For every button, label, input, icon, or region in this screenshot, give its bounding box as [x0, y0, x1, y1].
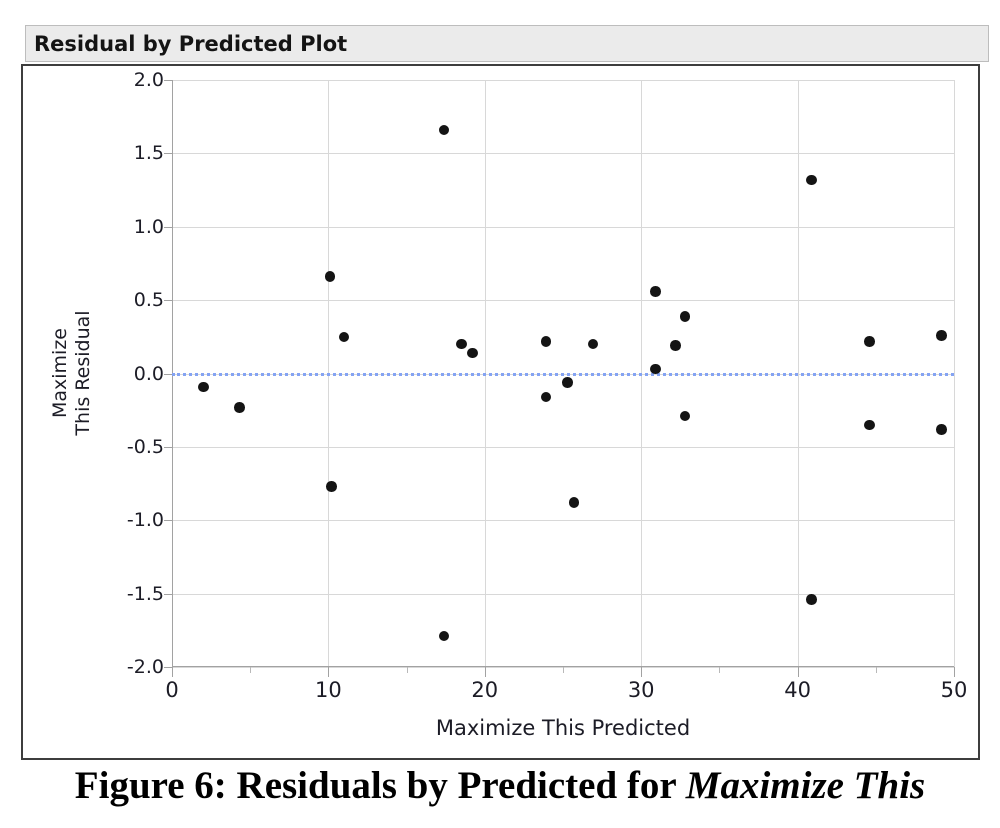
y-axis-tick-label: -0.5 — [126, 435, 164, 458]
data-point[interactable] — [234, 402, 245, 413]
data-point[interactable] — [806, 174, 817, 186]
y-axis-tick-mark — [164, 667, 172, 668]
x-axis-minor-tick-mark — [563, 667, 564, 673]
data-point[interactable] — [456, 338, 467, 350]
x-axis-tick-label: 30 — [627, 678, 655, 702]
data-point[interactable] — [198, 381, 209, 392]
y-axis-tick-label: 1.0 — [133, 215, 164, 238]
grid-line-horizontal — [172, 226, 954, 228]
grid-line-horizontal — [172, 300, 954, 302]
x-axis-tick-label: 40 — [784, 678, 811, 702]
data-point[interactable] — [679, 311, 691, 322]
y-axis-tick-mark — [164, 446, 172, 448]
plot-frame: 2.0 1.5 1.0 0.5 0.0 -0.5 -1.0 -1.5 -2.0 0 10 20 30 40… — [21, 64, 980, 760]
x-axis-tick-label: 10 — [315, 678, 342, 702]
x-axis-minor-tick-mark — [250, 667, 252, 673]
data-point[interactable] — [864, 336, 875, 347]
x-axis-tick-mark — [484, 667, 486, 677]
x-axis-tick-label: 20 — [471, 678, 499, 702]
x-axis-tick-label: 0 — [165, 678, 179, 702]
grid-line-horizontal — [172, 153, 954, 155]
x-axis-tick-mark — [954, 667, 955, 677]
data-point[interactable] — [936, 424, 947, 435]
data-point[interactable] — [438, 630, 450, 642]
x-axis-title: Maximize This Predicted — [435, 716, 691, 740]
y-axis-tick-mark — [164, 593, 172, 595]
x-axis-tick-mark — [172, 667, 173, 677]
grid-line-vertical — [954, 80, 955, 667]
data-point[interactable] — [936, 330, 947, 341]
grid-line-horizontal — [172, 446, 954, 448]
data-point[interactable] — [587, 338, 599, 350]
data-point[interactable] — [438, 124, 450, 136]
x-axis-tick-mark — [641, 667, 643, 677]
data-point[interactable] — [324, 271, 336, 282]
y-axis-tick-label: -1.5 — [126, 582, 164, 605]
y-axis-tick-mark — [164, 300, 172, 302]
x-axis-tick-label: 50 — [940, 678, 968, 702]
data-point[interactable] — [864, 419, 875, 431]
data-point[interactable] — [326, 481, 337, 492]
y-axis-tick-label: 0.0 — [133, 362, 164, 385]
x-axis-minor-tick-mark — [719, 667, 721, 673]
y-axis-tick-mark — [164, 153, 172, 155]
y-axis-tick-label: 1.5 — [133, 142, 164, 165]
outline-title-bar[interactable]: Residual by Predicted Plot — [25, 25, 989, 62]
data-point[interactable] — [540, 391, 552, 403]
data-point[interactable] — [670, 340, 681, 351]
data-point[interactable] — [562, 377, 573, 388]
x-axis-minor-tick-mark — [406, 667, 408, 673]
y-axis-tick-mark — [164, 373, 172, 375]
data-point[interactable] — [338, 331, 350, 343]
x-axis-minor-tick-mark — [875, 667, 877, 673]
data-point[interactable] — [650, 363, 661, 375]
y-axis-tick-mark — [164, 226, 172, 228]
caption-emphasis: Maximize This — [685, 764, 926, 807]
grid-line-horizontal — [172, 80, 954, 81]
data-point[interactable] — [806, 594, 817, 605]
figure-caption: Figure 6: Residuals by Predicted for Max… — [0, 763, 1000, 808]
y-axis-tick-label: 0.5 — [133, 289, 164, 312]
plot-title: Residual by Predicted Plot — [34, 31, 348, 56]
data-point[interactable] — [540, 336, 552, 347]
y-axis-title-line1: Maximize — [49, 328, 71, 419]
caption-text: Figure 6: Residuals by Predicted for — [74, 764, 686, 807]
x-axis-line — [172, 666, 954, 667]
y-axis-tick-label: 2.0 — [133, 69, 164, 91]
y-axis-tick-mark — [164, 80, 172, 81]
y-axis-title: Maximize This Residual — [49, 298, 95, 448]
y-axis-tick-mark — [164, 520, 172, 522]
data-point[interactable] — [650, 286, 661, 297]
data-point[interactable] — [568, 497, 580, 508]
grid-line-horizontal — [172, 520, 954, 522]
x-axis-tick-mark — [797, 667, 799, 677]
plot-area[interactable]: 2.0 1.5 1.0 0.5 0.0 -0.5 -1.0 -1.5 -2.0 0 10 20 30 40… — [127, 69, 967, 702]
data-point[interactable] — [467, 347, 478, 359]
y-axis-title-line2: This Residual — [72, 310, 94, 436]
grid-line-horizontal — [172, 593, 954, 595]
zero-reference-line — [172, 372, 954, 376]
y-axis-tick-label: -1.0 — [126, 509, 164, 532]
x-axis-tick-mark — [328, 667, 330, 677]
y-axis-tick-label: -2.0 — [126, 656, 164, 678]
data-point[interactable] — [679, 410, 691, 422]
